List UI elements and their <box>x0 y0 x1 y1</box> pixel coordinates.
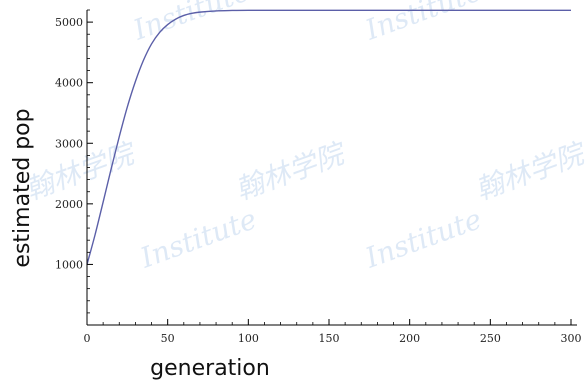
x-axis-title: generation <box>150 356 270 381</box>
x-tick-label: 100 <box>238 332 259 345</box>
watermark-layer: Institute Institute Institute Institute … <box>21 0 585 275</box>
y-tick-label: 2000 <box>55 198 83 211</box>
x-tick-label: 0 <box>84 332 91 345</box>
watermark-institute: Institute <box>360 0 486 47</box>
watermark-institute: Institute <box>135 202 261 275</box>
x-tick-label: 250 <box>480 332 501 345</box>
x-tick-label: 200 <box>399 332 420 345</box>
watermark-institute: Institute <box>128 0 254 47</box>
x-tick-label: 300 <box>561 332 582 345</box>
watermark-chinese: 翰林学院 <box>471 136 585 207</box>
plot-area <box>87 10 571 264</box>
y-tick-label: 1000 <box>55 258 83 271</box>
y-tick-label: 5000 <box>55 16 83 29</box>
x-tick-label: 50 <box>161 332 175 345</box>
x-tick-label: 150 <box>319 332 340 345</box>
series-line <box>87 10 571 264</box>
y-tick-label: 4000 <box>55 77 83 90</box>
y-tick-label: 3000 <box>55 137 83 150</box>
y-axis-title: estimated pop <box>10 108 35 267</box>
watermark-chinese: 翰林学院 <box>231 136 351 207</box>
watermark-institute: Institute <box>360 202 486 275</box>
